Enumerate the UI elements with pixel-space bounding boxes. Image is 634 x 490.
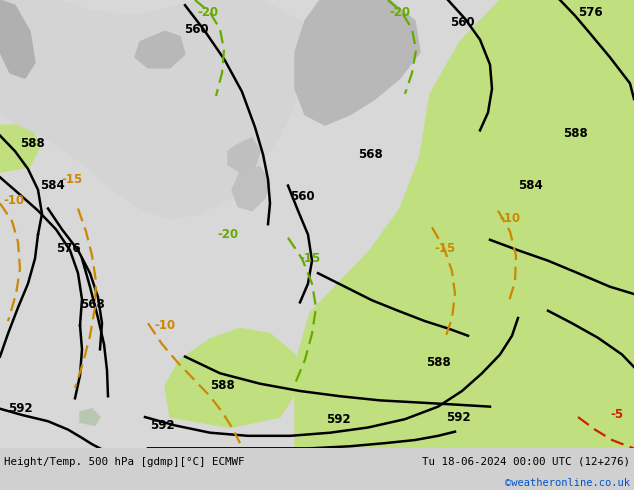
Polygon shape <box>232 167 270 211</box>
Text: 568: 568 <box>80 298 105 311</box>
Text: 576: 576 <box>578 6 602 19</box>
Text: 588: 588 <box>20 137 44 150</box>
Polygon shape <box>352 276 445 334</box>
Text: Height/Temp. 500 hPa [gdmp][°C] ECMWF: Height/Temp. 500 hPa [gdmp][°C] ECMWF <box>4 457 245 466</box>
Polygon shape <box>0 0 35 78</box>
Text: ©weatheronline.co.uk: ©weatheronline.co.uk <box>505 477 630 488</box>
Text: 588: 588 <box>425 356 450 369</box>
Text: -20: -20 <box>217 228 238 241</box>
Text: 560: 560 <box>290 190 314 202</box>
Polygon shape <box>135 31 185 68</box>
Text: 560: 560 <box>450 17 474 29</box>
Polygon shape <box>500 0 634 83</box>
Text: -15: -15 <box>61 173 82 186</box>
Text: -20: -20 <box>197 6 219 19</box>
Text: -15: -15 <box>434 242 456 255</box>
Text: -20: -20 <box>389 6 411 19</box>
Text: 592: 592 <box>8 402 32 415</box>
Text: Tu 18-06-2024 00:00 UTC (12+276): Tu 18-06-2024 00:00 UTC (12+276) <box>422 457 630 466</box>
Text: -15: -15 <box>299 252 321 265</box>
Polygon shape <box>228 138 260 172</box>
Polygon shape <box>0 125 40 172</box>
Text: -10: -10 <box>3 194 25 207</box>
Text: 560: 560 <box>184 23 209 36</box>
Text: -10: -10 <box>500 213 521 225</box>
Text: 588: 588 <box>210 379 235 392</box>
Polygon shape <box>295 0 420 125</box>
Text: 588: 588 <box>562 127 587 140</box>
Text: 592: 592 <box>446 411 470 423</box>
Polygon shape <box>295 0 634 448</box>
Polygon shape <box>0 0 80 52</box>
Text: 576: 576 <box>56 242 81 255</box>
Polygon shape <box>165 328 300 427</box>
Text: -10: -10 <box>155 319 176 332</box>
Text: 584: 584 <box>39 179 65 192</box>
Text: 592: 592 <box>150 419 174 432</box>
Text: 568: 568 <box>358 148 382 161</box>
Polygon shape <box>0 0 310 219</box>
Text: 584: 584 <box>517 179 542 192</box>
Text: -5: -5 <box>611 409 624 421</box>
Text: 592: 592 <box>326 413 351 426</box>
Polygon shape <box>80 409 100 425</box>
